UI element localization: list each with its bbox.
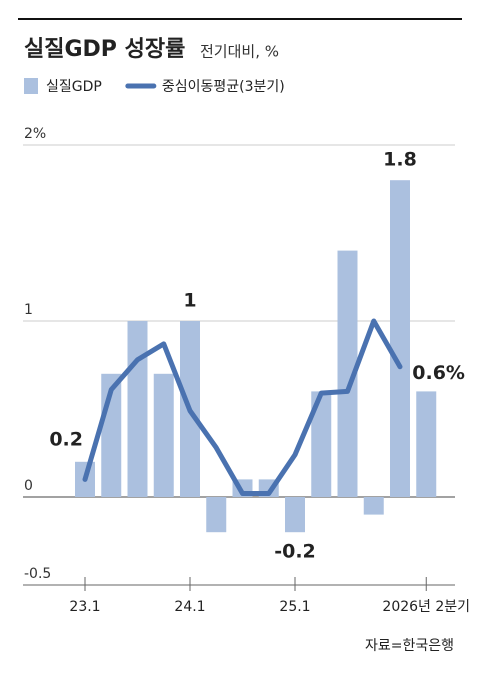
x-tick-label: 23.1 bbox=[69, 599, 100, 615]
value-label: 0.2 bbox=[49, 428, 83, 450]
chart-title: 실질GDP 성장률 bbox=[24, 37, 185, 62]
value-label: 1 bbox=[183, 290, 196, 312]
bar bbox=[206, 497, 227, 533]
bar bbox=[285, 497, 305, 533]
bar bbox=[363, 497, 384, 515]
legend-label: 중심이동평균(3분기) bbox=[162, 79, 285, 95]
y-tick-label: 2% bbox=[24, 126, 46, 142]
y-tick-label: 0 bbox=[24, 478, 33, 494]
y-tick-label: -0.5 bbox=[24, 566, 51, 582]
value-label: 0.6% bbox=[412, 362, 465, 384]
moving-average-line bbox=[82, 318, 403, 496]
y-tick-label: 1 bbox=[24, 302, 33, 318]
value-label: 1.8 bbox=[383, 149, 417, 171]
value-label: -0.2 bbox=[274, 541, 316, 563]
bar bbox=[153, 373, 174, 497]
bar bbox=[311, 391, 332, 497]
x-tick-label: 2026년 2분기 bbox=[382, 599, 470, 615]
x-tick-label: 24.1 bbox=[174, 599, 205, 615]
legend-swatch bbox=[24, 78, 38, 94]
bar bbox=[416, 391, 437, 497]
source: 자료=한국은행 bbox=[365, 638, 454, 654]
bar bbox=[390, 180, 410, 497]
bar bbox=[127, 321, 148, 497]
x-tick-label: 25.1 bbox=[279, 599, 310, 615]
chart-subtitle: 전기대비, % bbox=[200, 43, 279, 61]
bar bbox=[337, 250, 358, 497]
legend-label: 실질GDP bbox=[46, 79, 102, 95]
